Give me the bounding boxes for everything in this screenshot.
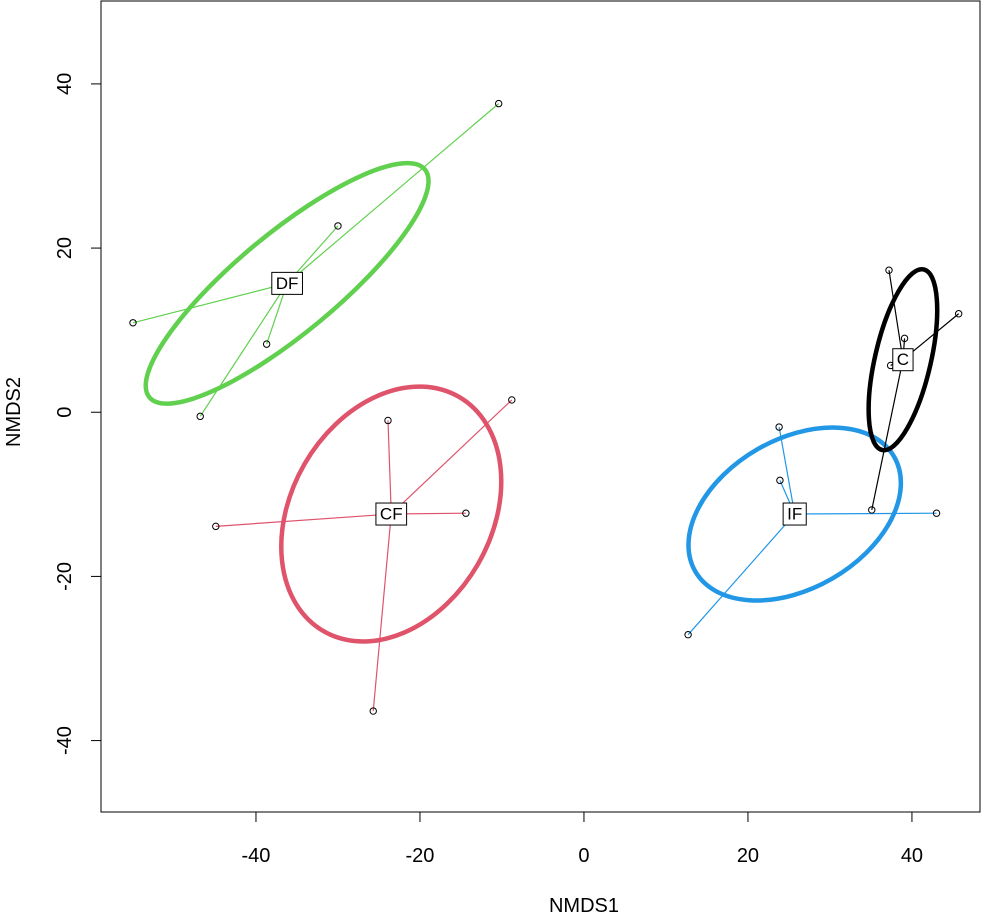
centroid-label: IF	[782, 502, 807, 526]
point	[494, 99, 503, 108]
point	[775, 423, 783, 431]
spider-line	[286, 103, 500, 284]
spider-line	[871, 359, 904, 511]
y-tick-label: -20	[54, 562, 76, 591]
point	[684, 630, 692, 639]
point	[129, 319, 137, 327]
point	[508, 396, 516, 404]
ellipse	[866, 266, 940, 453]
spider-line	[778, 426, 796, 515]
group-label: IF	[787, 505, 802, 524]
ellipse	[686, 425, 904, 603]
label-box	[375, 502, 408, 526]
y-tick-label: 0	[54, 407, 76, 418]
point	[868, 506, 876, 514]
spider-line	[199, 283, 288, 417]
spider-line	[387, 420, 392, 515]
spider-line	[390, 399, 513, 515]
plot-frame	[100, 0, 981, 813]
spider-line	[372, 513, 392, 712]
point	[885, 266, 893, 274]
spider-line	[215, 513, 392, 527]
x-tick-label: 20	[737, 845, 759, 867]
y-tick-label: 40	[54, 73, 76, 95]
centroid-label: C	[892, 348, 914, 372]
group-label: CF	[380, 505, 403, 524]
spider-line	[794, 512, 937, 515]
x-tick-label: 0	[578, 845, 589, 867]
label-box	[271, 271, 303, 295]
point	[384, 416, 392, 425]
y-tick-label: 20	[54, 237, 76, 259]
spider-line	[687, 513, 796, 636]
label-box	[892, 348, 914, 372]
x-tick-label: 40	[901, 845, 923, 867]
x-tick-label: -40	[242, 845, 271, 867]
spider-line	[132, 282, 288, 324]
centroid-label: DF	[271, 271, 303, 295]
point	[776, 476, 784, 485]
point	[462, 509, 470, 517]
point	[212, 522, 220, 531]
centroid-label: CF	[375, 502, 408, 526]
ellipse	[279, 384, 504, 644]
spider-line	[888, 270, 904, 360]
point	[900, 334, 909, 343]
group-label: C	[897, 350, 909, 369]
point	[954, 310, 963, 318]
point	[196, 412, 204, 421]
x-axis-label: NMDS1	[549, 895, 619, 914]
label-box	[782, 502, 807, 526]
point	[262, 340, 271, 348]
x-tick-label: -20	[406, 845, 435, 867]
point	[932, 509, 941, 517]
y-axis-label: NMDS2	[3, 377, 25, 447]
ellipse	[143, 160, 431, 406]
point	[369, 707, 377, 715]
y-tick-label: -40	[54, 726, 76, 755]
point	[334, 222, 342, 230]
group-label: DF	[276, 274, 299, 293]
